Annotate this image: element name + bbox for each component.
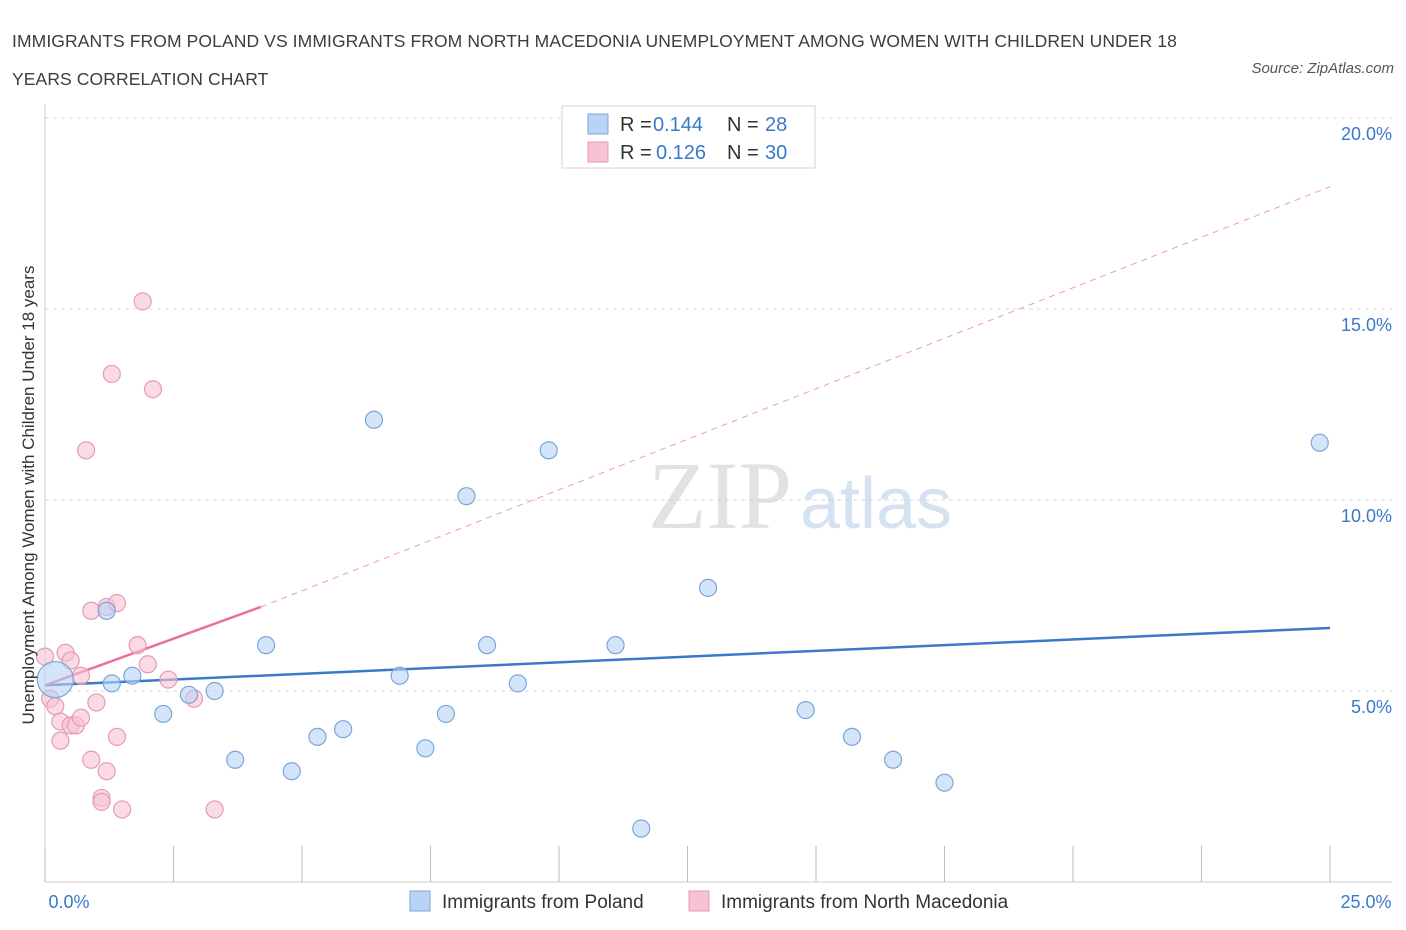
trend-line-poland: [44, 626, 1331, 687]
point-poland: [606, 636, 625, 655]
point-poland: [123, 666, 142, 685]
point-macedonia: [82, 750, 101, 769]
legend-n-label-poland: N =: [727, 114, 759, 136]
watermark-atlas: atlas: [800, 464, 952, 544]
point-macedonia: [51, 731, 70, 750]
point-macedonia: [77, 441, 96, 460]
point-poland: [154, 704, 173, 724]
point-macedonia: [112, 800, 132, 819]
correlation-legend: R = 0.144 N = 28 R = 0.126 N = 30: [561, 105, 816, 169]
point-macedonia: [92, 792, 111, 811]
point-poland: [282, 762, 301, 781]
point-poland: [364, 410, 384, 429]
legend-r-label-macedonia: R =: [620, 142, 652, 164]
legend-r-value-poland: 0.144: [653, 114, 703, 136]
point-macedonia: [71, 666, 91, 685]
series-legend-label-macedonia: Immigrants from North Macedonia: [721, 892, 1009, 913]
series-legend-swatch-macedonia: [688, 890, 710, 912]
point-poland: [698, 578, 718, 597]
data-points: [35, 292, 1329, 838]
watermark-zip: ZIP: [648, 442, 792, 549]
point-poland: [334, 720, 353, 739]
series-legend: Immigrants from Poland Immigrants from N…: [409, 890, 1009, 913]
point-poland: [97, 601, 116, 620]
point-poland: [226, 750, 245, 769]
point-macedonia: [128, 636, 147, 655]
point-macedonia: [97, 762, 116, 781]
point-macedonia: [102, 364, 121, 384]
point-poland: [508, 674, 527, 693]
point-poland: [477, 636, 497, 655]
source-label: Source: ZipAtlas.com: [1251, 60, 1394, 77]
legend-r-value-macedonia: 0.126: [656, 142, 706, 164]
point-poland: [436, 704, 456, 724]
series-legend-label-poland: Immigrants from Poland: [442, 892, 644, 913]
point-poland: [102, 674, 121, 693]
point-poland: [416, 739, 435, 758]
chart-title: IMMIGRANTS FROM POLAND VS IMMIGRANTS FRO…: [12, 31, 1177, 89]
point-poland: [796, 700, 815, 720]
point-poland: [842, 727, 862, 746]
point-macedonia: [107, 727, 127, 746]
point-poland: [308, 727, 327, 746]
point-macedonia: [133, 292, 152, 311]
point-poland: [1310, 433, 1329, 452]
point-poland: [390, 666, 409, 685]
point-macedonia: [143, 380, 163, 399]
point-macedonia: [205, 800, 224, 819]
point-poland: [935, 773, 954, 792]
y-tick-label: 20.0%: [1341, 124, 1392, 144]
point-macedonia: [87, 693, 106, 712]
point-poland: [179, 685, 199, 704]
point-poland: [256, 636, 276, 655]
legend-n-value-poland: 28: [765, 114, 787, 136]
legend-swatch-macedonia: [587, 141, 609, 163]
point-macedonia: [46, 697, 65, 716]
y-tick-label: 5.0%: [1351, 697, 1392, 717]
legend-swatch-poland: [587, 113, 609, 135]
point-poland: [205, 681, 224, 701]
trend-lines: [44, 186, 1331, 687]
legend-r-label-poland: R =: [620, 114, 652, 136]
point-macedonia: [138, 655, 157, 674]
legend-n-label-macedonia: N =: [727, 142, 759, 164]
y-tick-labels: 5.0% 10.0% 15.0% 20.0%: [1341, 124, 1392, 717]
axes: [44, 104, 1392, 883]
legend-n-value-macedonia: 30: [765, 142, 787, 164]
point-poland: [36, 660, 74, 699]
point-poland: [539, 441, 558, 460]
y-tick-label: 10.0%: [1341, 506, 1392, 526]
x-tick-label-max: 25.0%: [1340, 892, 1391, 912]
series-legend-swatch-poland: [409, 890, 431, 912]
y-axis-title: Unemployment Among Women with Children U…: [19, 266, 38, 725]
x-tick-label-min: 0.0%: [48, 892, 89, 912]
point-poland: [632, 819, 651, 838]
trend-line-macedonia-extension: [260, 186, 1331, 608]
grid-lines: [45, 117, 1392, 692]
point-macedonia: [71, 708, 91, 727]
point-poland: [457, 487, 476, 506]
point-poland: [883, 750, 903, 769]
point-macedonia: [159, 670, 178, 689]
point-macedonia: [82, 601, 101, 620]
y-tick-label: 15.0%: [1341, 315, 1392, 335]
